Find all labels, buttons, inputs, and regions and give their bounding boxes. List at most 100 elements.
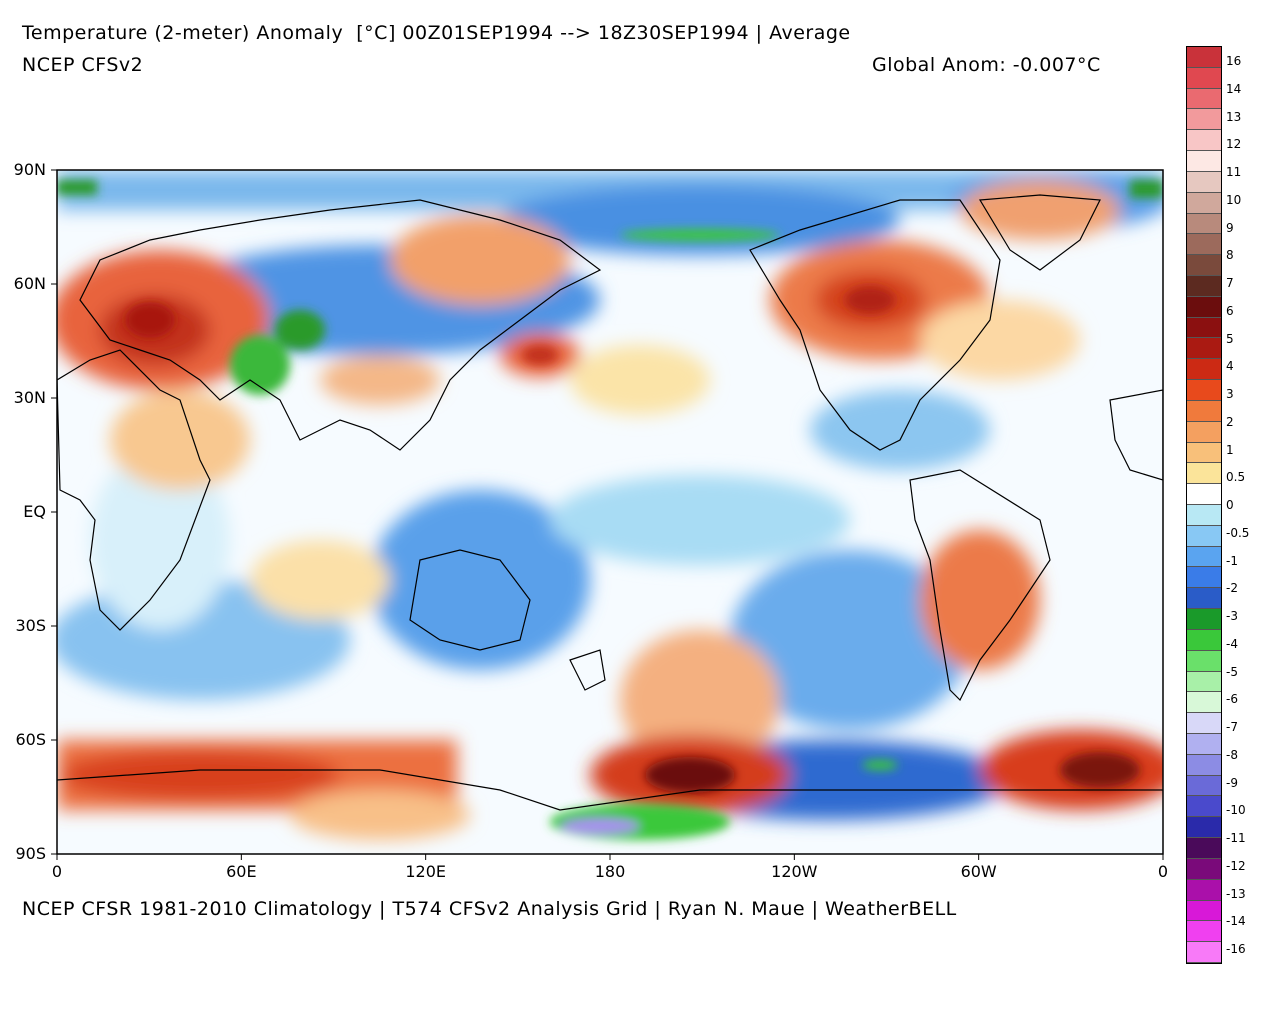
color-scale-label: -16 [1226,942,1246,956]
color-scale-cell [1187,650,1221,672]
lon-label: 180 [594,862,626,881]
color-scale-label: -14 [1226,914,1246,929]
lat-label: 30S [15,616,46,635]
color-scale-cell [1187,858,1221,880]
color-scale-label: 2 [1226,414,1234,429]
color-scale-label: 16 [1226,54,1242,68]
lat-label: 60N [13,274,46,293]
anomaly-field [57,170,1163,854]
color-scale-label: -9 [1226,775,1238,790]
lat-label: EQ [23,502,46,521]
global-anomaly: Global Anom: -0.007°C [872,54,1101,76]
color-scale-cell [1187,629,1221,651]
color-scale-label: 6 [1226,303,1234,318]
color-scale-label: 11 [1226,165,1242,179]
color-scale-label: -6 [1226,692,1238,707]
color-scale-label: 7 [1226,276,1234,290]
color-scale-cell [1187,484,1221,505]
color-scale-label: -7 [1226,720,1238,734]
lon-label: 0 [1157,862,1169,881]
color-scale-cell [1187,588,1221,610]
color-scale-label: 9 [1226,220,1234,235]
footer-credits: NCEP CFSR 1981-2010 Climatology | T574 C… [22,898,957,920]
color-scale-cell [1187,734,1221,755]
color-scale-label: -1 [1226,553,1238,568]
color-scale-cell [1187,88,1221,110]
map-title: Temperature (2-meter) Anomaly [°C] 00Z01… [22,22,851,44]
color-scale-bar [1186,46,1222,964]
lat-label: 90S [15,844,46,863]
lon-label: 60E [226,862,257,881]
color-scale-label: 5 [1226,331,1234,346]
lat-label: 60S [15,730,46,749]
lat-label: 90N [13,160,46,179]
color-scale-cell [1187,276,1221,297]
axis-ticks [51,169,1164,860]
color-scale-cell [1187,130,1221,152]
color-scale-label: -5 [1226,664,1238,679]
color-scale-label: -2 [1226,581,1238,596]
color-scale-cell [1187,713,1221,734]
color-scale-label: -12 [1226,858,1246,873]
color-scale-cell [1187,296,1221,318]
color-scale-label: 8 [1226,248,1234,263]
color-scale-cell [1187,525,1221,547]
color-scale-cell [1187,796,1221,818]
color-scale-cell [1187,67,1221,89]
color-scale-label: 14 [1226,81,1242,96]
color-scale-label: 12 [1226,137,1242,152]
color-scale-label: 10 [1226,192,1242,207]
color-scale-cell [1187,879,1221,901]
lon-label: 0 [51,862,63,881]
coastlines [57,194,1163,811]
color-scale-cell [1187,692,1221,714]
color-scale-label: -8 [1226,747,1238,762]
color-scale-cell [1187,505,1221,526]
color-scale-cell [1187,47,1221,68]
color-scale-cell [1187,359,1221,381]
color-scale-cell [1187,921,1221,943]
color-scale-cell [1187,171,1221,193]
color-scale-cell [1187,213,1221,235]
lon-label: 120E [405,862,446,881]
color-scale-label: 1 [1226,442,1234,457]
color-scale-cell [1187,567,1221,589]
color-scale-label: 0.5 [1226,470,1246,485]
lon-label: 60W [960,862,997,881]
color-scale-label: -11 [1226,831,1246,845]
color-scale-cell [1187,817,1221,839]
lon-label: 120W [771,862,818,881]
color-scale-label: -10 [1226,803,1246,818]
color-scale-cell [1187,400,1221,422]
color-scale-cell [1187,900,1221,922]
color-scale-cell [1187,942,1221,963]
color-scale-cell [1187,109,1221,131]
color-scale-cell [1187,442,1221,464]
color-scale-cell [1187,463,1221,485]
color-scale-label: 3 [1226,387,1234,401]
color-scale-cell [1187,338,1221,360]
color-scale-cell [1187,234,1221,256]
color-scale-cell [1187,671,1221,693]
color-scale-cell [1187,255,1221,276]
color-scale-cell [1187,775,1221,797]
color-scale-label: -13 [1226,886,1246,901]
lat-label: 30N [13,388,46,407]
color-scale-label: 13 [1226,109,1242,124]
color-scale-label: 0 [1226,498,1234,512]
color-scale-cell [1187,838,1221,859]
color-scale-cell [1187,546,1221,568]
color-scale-cell [1187,317,1221,339]
color-scale-label: -3 [1226,609,1238,623]
color-scale-label: -0.5 [1226,525,1250,540]
color-scale-cell [1187,754,1221,776]
color-scale-cell [1187,421,1221,443]
color-scale-cell [1187,609,1221,630]
color-scale-cell [1187,380,1221,401]
color-scale-label: -4 [1226,636,1238,651]
color-scale-cell [1187,192,1221,214]
color-scale-cell [1187,151,1221,172]
color-scale-label: 4 [1226,359,1234,374]
model-subtitle: NCEP CFSv2 [22,54,144,76]
